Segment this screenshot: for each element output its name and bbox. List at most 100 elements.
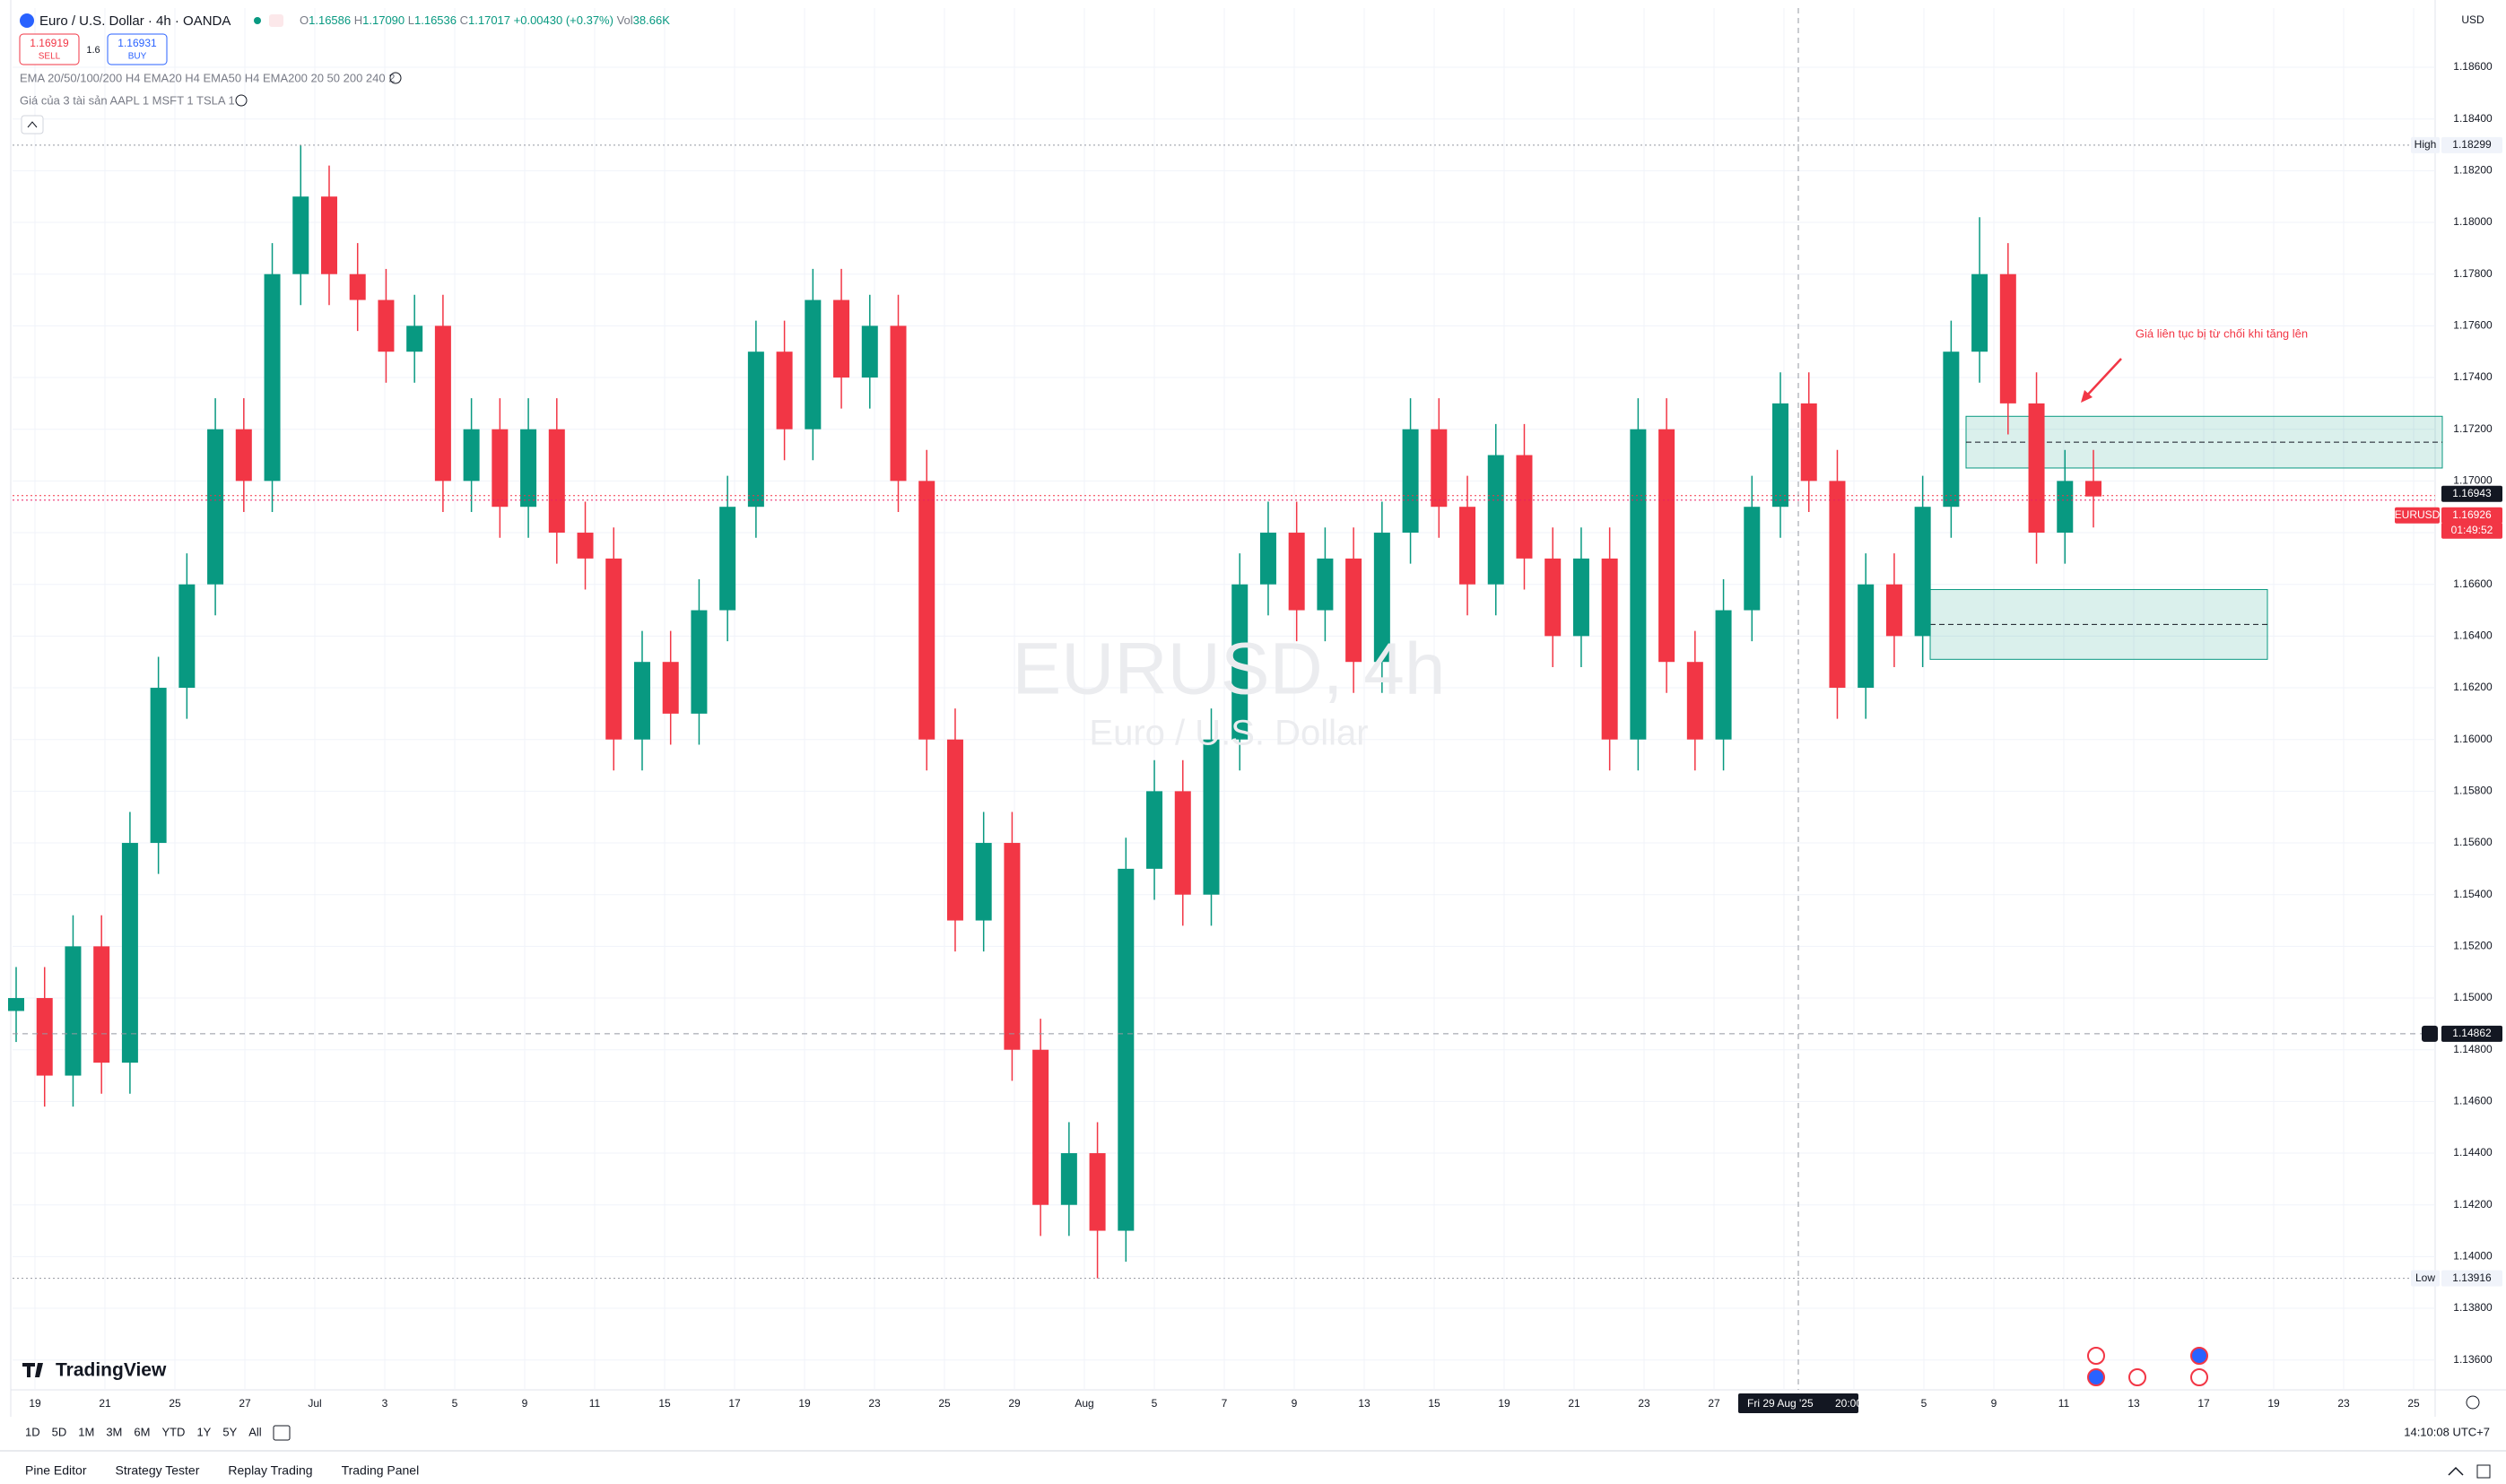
y-tick-label: 1.14000 — [2453, 1250, 2493, 1263]
x-tick-label: 17 — [2197, 1397, 2210, 1410]
event-flag[interactable] — [2128, 1368, 2146, 1386]
y-tick-label: 1.18200 — [2453, 164, 2493, 177]
y-tick-label: 1.16200 — [2453, 681, 2493, 693]
ohlc-line: O1.16586 H1.17090 L1.16536 C1.17017 +0.0… — [300, 13, 670, 27]
buy-label: BUY — [128, 52, 147, 62]
bottom-tab[interactable]: Pine Editor — [25, 1463, 87, 1478]
x-tick-label: 23 — [1638, 1397, 1650, 1410]
symbol-tag-price: 1.16926 — [2452, 508, 2492, 521]
candle-body — [1004, 843, 1021, 1050]
zone[interactable] — [1929, 588, 2268, 660]
candle-body — [1971, 273, 1988, 352]
range-button[interactable]: 5Y — [222, 1425, 237, 1438]
collapse-button[interactable] — [21, 115, 44, 135]
candle-body — [1630, 429, 1647, 740]
candle-body — [1487, 455, 1504, 585]
x-tick-label: 5 — [1152, 1397, 1158, 1410]
sell-label: SELL — [39, 52, 61, 62]
y-tick-label: 1.15600 — [2453, 836, 2493, 848]
y-tick-label: 1.17200 — [2453, 422, 2493, 435]
range-button[interactable]: 1Y — [196, 1425, 211, 1438]
candle-body — [1601, 558, 1618, 740]
ohlc-value: 1.16536 — [414, 13, 457, 27]
indicator-legend[interactable]: Giá của 3 tài sản AAPL 1 MSFT 1 TSLA 1 — [20, 93, 235, 107]
ohlc-key: H — [354, 13, 362, 27]
spread: 1.6 — [86, 45, 100, 56]
candle-body — [1146, 791, 1163, 869]
sell-button[interactable] — [19, 33, 80, 65]
eye-icon[interactable] — [389, 72, 402, 84]
eye-icon[interactable] — [235, 94, 248, 107]
indicator-legend[interactable]: EMA 20/50/100/200 H4 EMA20 H4 EMA50 H4 E… — [20, 71, 395, 84]
currency[interactable]: USD — [2461, 13, 2484, 26]
bottom-tab[interactable]: Trading Panel — [342, 1463, 420, 1478]
event-flag[interactable] — [2087, 1347, 2105, 1365]
candle-body — [1203, 739, 1220, 895]
crosshair-clock: 20:00 — [1835, 1397, 1862, 1410]
candle-body — [1402, 429, 1419, 534]
x-tick-label: 15 — [658, 1397, 671, 1410]
y-tick-label: 1.15200 — [2453, 940, 2493, 952]
candle-body — [36, 998, 53, 1076]
candle-body — [1858, 584, 1875, 689]
x-tick-label: 19 — [2267, 1397, 2280, 1410]
expand-icon[interactable] — [2448, 1466, 2464, 1476]
candle-body — [633, 662, 650, 740]
annotation[interactable]: Giá liên tục bị từ chối khi tăng lên — [2136, 326, 2308, 340]
ohlc-value: 1.16586 — [309, 13, 351, 27]
candle-body — [662, 662, 679, 714]
logo-icon — [22, 1363, 43, 1377]
ohlc-key: L — [408, 13, 414, 27]
symbol-tag-countdown: 01:49:52 — [2451, 524, 2493, 536]
x-tick-label: 5 — [452, 1397, 458, 1410]
event-flag[interactable] — [2190, 1368, 2208, 1386]
candle-body — [946, 739, 963, 921]
arrow-head — [2081, 390, 2093, 403]
buy-button[interactable] — [107, 33, 168, 65]
range-button[interactable]: YTD — [161, 1425, 185, 1438]
x-tick-label: Jul — [308, 1397, 321, 1410]
symbol-title[interactable]: Euro / U.S. Dollar · 4h · OANDA — [39, 13, 231, 29]
candle-body — [378, 299, 395, 352]
x-tick-label: 29 — [1008, 1397, 1021, 1410]
range-button[interactable]: 1M — [78, 1425, 94, 1438]
crosshair-time-bg — [1738, 1393, 1858, 1413]
status-dot — [254, 17, 261, 24]
watermark-sub: Euro / U.S. Dollar — [1089, 714, 1368, 753]
x-tick-label: Aug — [1075, 1397, 1093, 1410]
ohlc-value: 1.17090 — [362, 13, 405, 27]
candle-body — [833, 299, 850, 378]
event-icons — [2087, 1347, 2208, 1386]
x-tick-label: 3 — [382, 1397, 388, 1410]
event-flag[interactable] — [2087, 1368, 2105, 1386]
settings-icon[interactable] — [2466, 1395, 2480, 1410]
bottom-tab[interactable]: Strategy Tester — [115, 1463, 199, 1478]
y-tick-label: 1.18400 — [2453, 112, 2493, 125]
maximize-icon[interactable] — [2476, 1464, 2491, 1479]
event-flag[interactable] — [2190, 1347, 2208, 1365]
range-button[interactable]: 3M — [106, 1425, 122, 1438]
y-tick-label: 1.14600 — [2453, 1095, 2493, 1107]
ohlc-key: C — [460, 13, 468, 27]
symbol-tag-countdown-bg — [2441, 522, 2502, 539]
bottom-tab[interactable]: Replay Trading — [228, 1463, 312, 1478]
x-tick-label: 7 — [1222, 1397, 1228, 1410]
y-tick-label: 1.14800 — [2453, 1043, 2493, 1055]
candle-body — [1459, 507, 1476, 585]
y-tick-label: 1.17000 — [2453, 474, 2493, 487]
candle-body — [2085, 481, 2101, 497]
range-button[interactable]: 5D — [52, 1425, 67, 1438]
candle-body — [235, 429, 252, 482]
high-label-bg — [2411, 136, 2440, 153]
range-button[interactable]: 6M — [134, 1425, 150, 1438]
candle-body — [1231, 584, 1249, 740]
date-range-icon[interactable] — [273, 1425, 291, 1441]
range-button[interactable]: 1D — [25, 1425, 40, 1438]
range-button[interactable]: All — [248, 1425, 262, 1438]
candle-body — [320, 196, 337, 274]
candle-body — [1431, 429, 1448, 508]
y-tick-label: 1.13800 — [2453, 1301, 2493, 1314]
candle-body — [463, 429, 480, 482]
crosshair-plus[interactable] — [2422, 1025, 2438, 1042]
x-tick-label: 23 — [868, 1397, 881, 1410]
